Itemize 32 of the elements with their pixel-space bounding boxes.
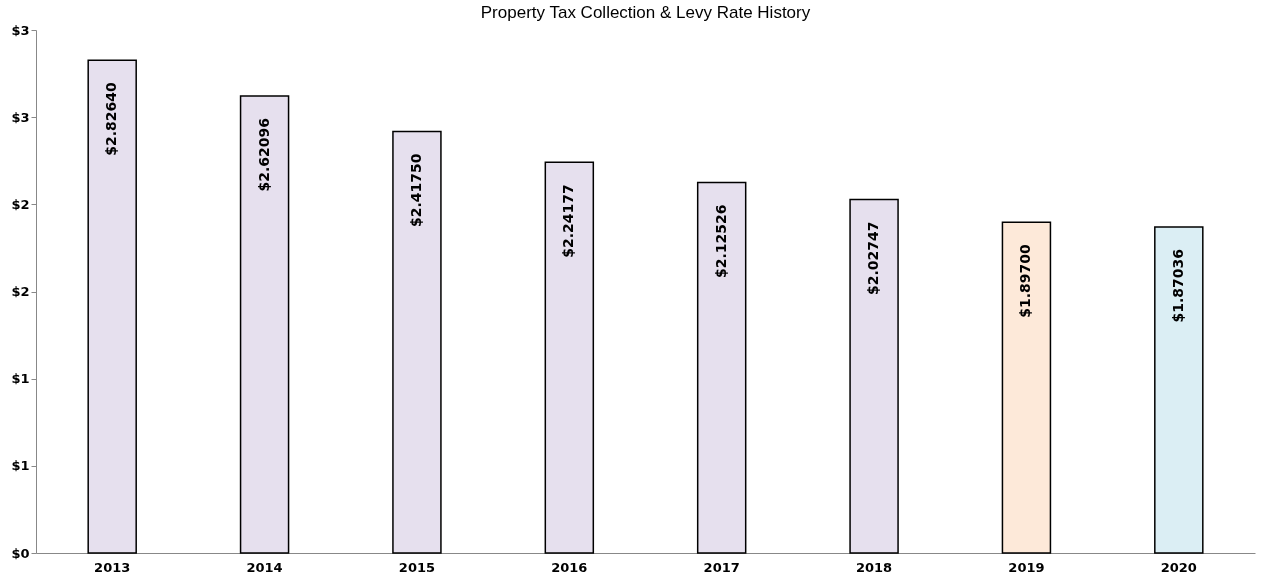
- bar: [544, 161, 595, 554]
- x-tick-label: 2019: [1008, 559, 1045, 575]
- data-label: $2.02747: [865, 221, 882, 296]
- bar: [696, 181, 747, 554]
- y-tick-label: $2: [11, 196, 30, 212]
- data-label: $2.62096: [255, 118, 272, 192]
- y-tick-label: $1: [11, 458, 30, 474]
- x-tick-label: 2018: [855, 559, 893, 575]
- data-label: $1.89700: [1017, 244, 1034, 318]
- bar: [849, 198, 899, 554]
- x-tick-label: 2017: [703, 559, 740, 575]
- bar: [392, 130, 442, 554]
- y-tick-label: $2: [11, 284, 30, 299]
- x-tick-label: 2015: [398, 559, 436, 575]
- y-tick-label: $3: [11, 22, 30, 38]
- bar: [239, 95, 290, 554]
- bar: [1001, 221, 1052, 554]
- x-tick-label: 2016: [551, 559, 588, 575]
- chart-title: Property Tax Collection & Levy Rate History: [480, 3, 811, 22]
- x-tick-label: 2014: [246, 559, 283, 575]
- bar: [87, 59, 137, 554]
- data-label: $2.24177: [560, 184, 577, 258]
- y-tick-label: $1: [11, 371, 30, 387]
- data-label: $2.82640: [103, 82, 120, 156]
- data-label: $1.87036: [1169, 248, 1186, 323]
- y-tick-label: $3: [11, 109, 30, 125]
- y-tick-label: $0: [11, 545, 30, 561]
- data-label: $2.12526: [712, 204, 729, 279]
- bar: [1154, 226, 1204, 554]
- x-tick-label: 2013: [94, 559, 131, 575]
- x-tick-label: 2020: [1160, 559, 1197, 575]
- data-label: $2.41750: [407, 153, 424, 228]
